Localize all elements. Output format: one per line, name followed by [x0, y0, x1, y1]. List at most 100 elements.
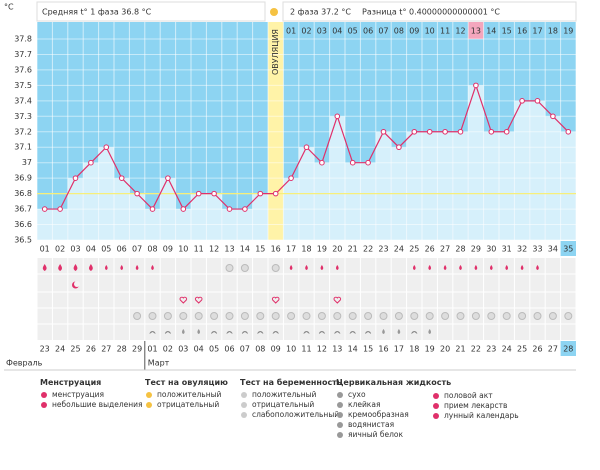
- cycle-day: 01: [40, 245, 50, 254]
- calendar-date: 23: [486, 345, 496, 354]
- cycle-day: 17: [286, 245, 296, 254]
- temp-point: [211, 190, 217, 197]
- legend-title: Тест на овуляцию: [145, 378, 228, 387]
- legend-text: прием лекарств: [444, 401, 508, 410]
- luteal-day: 16: [517, 27, 527, 36]
- legend-group: Тест на овуляцию положительный отрицательн…: [145, 378, 228, 410]
- cycle-day: 19: [317, 245, 327, 254]
- temp-point: [519, 98, 525, 104]
- temp-point: [257, 190, 264, 197]
- cycle-day: 07: [132, 245, 142, 254]
- legend-text: небольшие выделения: [52, 400, 143, 409]
- legend-text: положительный: [157, 390, 222, 399]
- legend-icon: [241, 402, 247, 408]
- y-tick-label: 36.5: [14, 236, 32, 245]
- calendar-date: 28: [117, 345, 127, 354]
- y-tick-label: 37.3: [14, 112, 32, 121]
- cycle-day: 35: [563, 245, 573, 254]
- calendar-date: 24: [502, 345, 512, 354]
- temp-point: [195, 190, 202, 197]
- luteal-day: 06: [363, 27, 373, 36]
- calendar-date: 22: [471, 345, 481, 354]
- y-tick-label: 37.4: [14, 96, 32, 105]
- temp-point: [442, 128, 448, 135]
- y-tick-label: 37.5: [14, 81, 32, 90]
- legend-text: отрицательный: [252, 400, 315, 409]
- temp-column: [360, 162, 376, 240]
- legend-text: водянистая: [348, 420, 395, 429]
- cycle-day: 29: [471, 245, 481, 254]
- temp-point: [473, 82, 479, 89]
- luteal-day: 12: [455, 27, 465, 36]
- temp-column: [529, 100, 546, 240]
- calendar-date: 02: [163, 345, 173, 354]
- y-tick-label: 36.8: [14, 189, 32, 198]
- calendar-date: 03: [178, 345, 188, 354]
- cycle-day: 13: [224, 245, 234, 254]
- luteal-day: 03: [317, 27, 327, 36]
- calendar-date: 26: [86, 345, 96, 354]
- luteal-day: 07: [378, 27, 388, 36]
- temp-column: [129, 193, 145, 240]
- stats-box: [36, 1, 266, 22]
- chart: °C Средняя t° 1 фаза 36.8 °C 2 фаза 37.2…: [4, 1, 577, 371]
- calendar-date: 09: [271, 345, 281, 354]
- legend-item: менструация: [40, 390, 143, 400]
- temp-point: [226, 206, 233, 212]
- legend-group: Тест на беременность положительный отрицат…: [240, 378, 342, 420]
- y-tick-label: 36.9: [14, 174, 32, 183]
- temp-point: [411, 128, 418, 135]
- calendar-date: 20: [440, 345, 450, 354]
- luteal-day: 10: [425, 27, 435, 36]
- legend-item: отрицательный: [240, 400, 342, 410]
- temp-column: [375, 131, 392, 240]
- y-tick-label: 37.1: [14, 143, 32, 152]
- stat-diff: Разница t° 0.40000000000001 °C: [362, 8, 500, 17]
- calendar-date: 04: [194, 345, 204, 354]
- temp-point: [180, 206, 187, 212]
- luteal-day: 01: [286, 27, 296, 36]
- cycle-day: 28: [455, 245, 465, 254]
- temp-column: [452, 131, 469, 240]
- legend-icon: [241, 412, 247, 418]
- luteal-day: 13: [471, 27, 481, 36]
- temp-point: [349, 159, 356, 166]
- cycle-day: 33: [532, 245, 542, 254]
- temp-point: [503, 128, 510, 135]
- y-axis-label: °C: [4, 3, 14, 12]
- legend-item: половой акт: [432, 391, 519, 401]
- temp-point: [103, 144, 110, 151]
- legend-icon: [146, 402, 152, 408]
- luteal-day: 18: [548, 27, 558, 36]
- luteal-highlight: [468, 22, 484, 39]
- temp-column: [206, 193, 222, 240]
- cycle-day: 32: [517, 245, 527, 254]
- temp-point: [365, 159, 371, 166]
- cycle-day: 08: [147, 245, 157, 254]
- day-row: [37, 240, 576, 257]
- temp-point: [488, 128, 495, 135]
- calendar-date: 25: [517, 345, 527, 354]
- legend-item: лунный календарь: [432, 411, 519, 421]
- temp-point: [118, 175, 125, 181]
- calendar-date: 12: [317, 345, 327, 354]
- temp-column: [499, 131, 515, 240]
- cycle-day: 23: [378, 245, 388, 254]
- cycle-day: 26: [425, 245, 435, 254]
- temp-point: [134, 190, 140, 197]
- luteal-day: 11: [440, 27, 450, 36]
- calendar-date: 17: [394, 345, 404, 354]
- cycle-day: 20: [332, 245, 342, 254]
- temp-point: [380, 128, 387, 135]
- temp-column: [252, 193, 268, 240]
- legend-icon: [337, 392, 343, 398]
- legend-icon: [146, 392, 152, 398]
- cycle-day: 06: [117, 245, 127, 254]
- temp-point: [534, 98, 541, 104]
- temp-column: [345, 162, 361, 240]
- legend-text: клейкая: [348, 400, 381, 409]
- luteal-day: 08: [394, 27, 404, 36]
- legend-icon: [433, 413, 439, 419]
- temp-point: [72, 175, 79, 181]
